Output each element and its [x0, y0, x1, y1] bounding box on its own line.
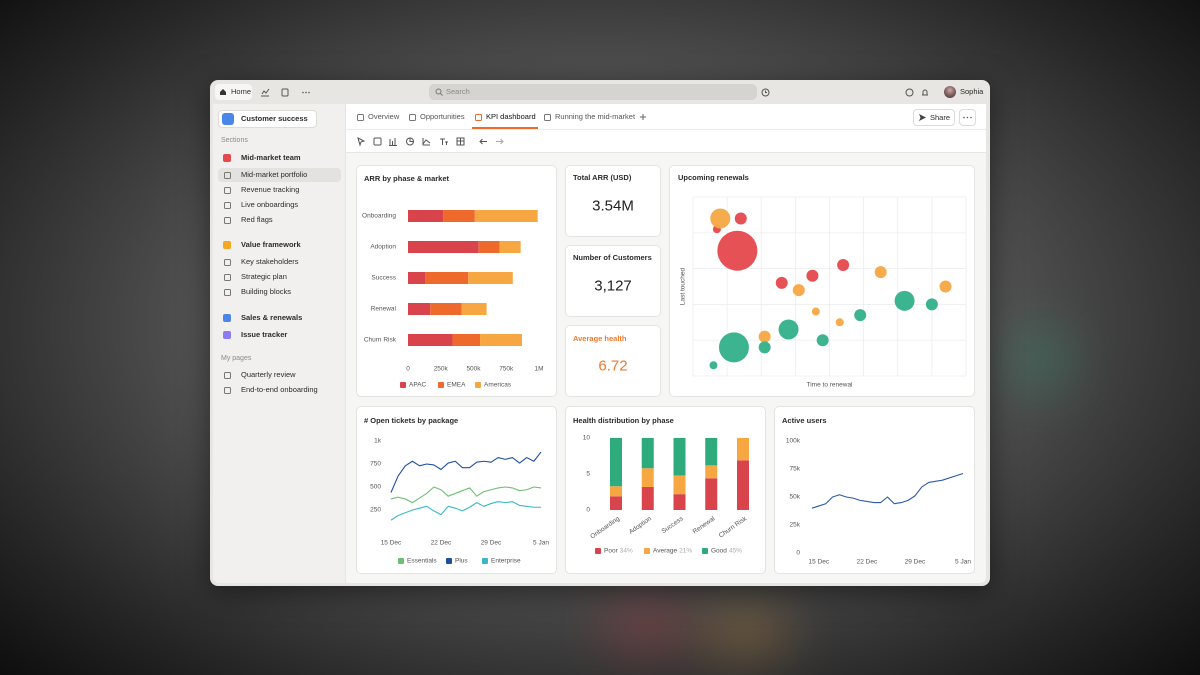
search-bar[interactable]: [429, 84, 757, 100]
blur-blob: [700, 610, 790, 655]
user-name[interactable]: Sophia: [960, 87, 984, 96]
tab-icon: [475, 114, 482, 121]
kpi-card: [565, 245, 661, 317]
share-label[interactable]: Share: [930, 112, 951, 122]
tab[interactable]: Opportunities: [420, 112, 465, 121]
card-title: Active users: [782, 416, 827, 425]
tab[interactable]: Overview: [368, 112, 400, 121]
card-title: Health distribution by phase: [573, 416, 674, 425]
home-icon: [220, 89, 226, 95]
tab-icon: [357, 114, 364, 121]
sidebar: [213, 104, 345, 583]
item-icon: [224, 187, 231, 194]
card: [774, 406, 975, 574]
selected-item-bg: [218, 168, 341, 182]
nav-item[interactable]: Live onboardings: [241, 200, 299, 209]
group-title[interactable]: Issue tracker: [241, 330, 288, 339]
nav-item[interactable]: Revenue tracking: [241, 185, 300, 194]
item-icon: [224, 202, 231, 209]
nav-item[interactable]: Quarterly review: [241, 370, 296, 379]
blur-blob: [600, 600, 690, 650]
item-icon: [224, 259, 231, 266]
toolbar[interactable]: [356, 137, 506, 147]
item-icon: [224, 387, 231, 394]
card-title: ARR by phase & market: [364, 174, 450, 183]
nav-item[interactable]: Key stakeholders: [241, 257, 299, 266]
workspace-name[interactable]: Customer success: [241, 114, 308, 123]
share-icon: [919, 114, 926, 121]
group-title[interactable]: Mid-market team: [241, 153, 301, 162]
kpi-value: 3.54M: [592, 197, 634, 215]
header-divider: [346, 129, 986, 130]
share-button[interactable]: [913, 109, 955, 126]
nav-item[interactable]: Mid-market portfolio: [241, 170, 308, 179]
header: [346, 104, 986, 153]
nav-item[interactable]: Red flags: [241, 215, 273, 224]
help-notify-icons[interactable]: [905, 88, 931, 97]
workspace-icon: [222, 113, 234, 125]
history-icon[interactable]: [761, 88, 770, 97]
section-heading: My pages: [221, 355, 252, 362]
group-title[interactable]: Sales & renewals: [241, 313, 303, 322]
search-icon: [435, 88, 443, 96]
card: [565, 406, 766, 574]
add-tab[interactable]: [639, 113, 647, 121]
search-placeholder[interactable]: Search: [446, 87, 470, 96]
blur-blob: [1010, 330, 1070, 390]
kpi-label: Total ARR (USD): [573, 173, 632, 182]
home-label[interactable]: Home: [231, 87, 252, 96]
nav-item[interactable]: Building blocks: [241, 287, 292, 296]
group-icon: [223, 314, 231, 322]
card: [356, 165, 557, 397]
card: [669, 165, 975, 397]
group-icon: [223, 154, 231, 162]
item-icon: [224, 217, 231, 224]
card-title: # Open tickets by package: [364, 416, 459, 425]
kpi-label: Average health: [573, 334, 627, 343]
tab-underline: [472, 127, 538, 129]
group-title[interactable]: Value framework: [241, 240, 301, 249]
more-icon: [963, 116, 972, 119]
item-icon: [224, 274, 231, 281]
tab-icon: [409, 114, 416, 121]
group-icon: [223, 241, 231, 249]
topbar-icons: [261, 88, 310, 97]
home-tab[interactable]: [215, 84, 252, 100]
kpi-card: [565, 165, 661, 237]
kpi-value: 6.72: [598, 357, 628, 375]
tab-icon: [544, 114, 551, 121]
nav-item[interactable]: End-to-end onboarding: [241, 385, 318, 394]
tab[interactable]: Running the mid-market: [555, 112, 636, 121]
avatar[interactable]: [944, 86, 956, 98]
group-icon: [223, 331, 231, 339]
kpi-value: 3,127: [594, 277, 632, 295]
nav-item[interactable]: Strategic plan: [241, 272, 287, 281]
workspace-switcher[interactable]: [218, 110, 317, 128]
more-button[interactable]: [959, 109, 976, 126]
card-title: Upcoming renewals: [678, 173, 749, 182]
item-icon: [224, 289, 231, 296]
item-icon: [224, 172, 231, 179]
kpi-card: [565, 325, 661, 397]
tab-active[interactable]: KPI dashboard: [486, 112, 536, 121]
section-heading: Sections: [221, 137, 248, 144]
kpi-label: Number of Customers: [573, 253, 652, 262]
item-icon: [224, 372, 231, 379]
card: [356, 406, 557, 574]
